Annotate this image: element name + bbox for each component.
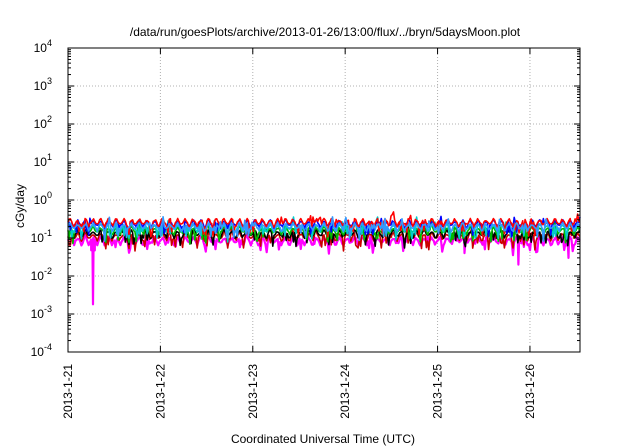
x-tick-label: 2013-1-25	[431, 364, 445, 419]
x-axis-label: Coordinated Universal Time (UTC)	[231, 432, 415, 446]
chart-title: /data/run/goesPlots/archive/2013-01-26/1…	[130, 25, 521, 39]
y-tick-label: 104	[34, 38, 52, 55]
y-tick-label: 101	[34, 152, 52, 169]
x-tick-label: 2013-1-24	[338, 364, 352, 419]
x-tick-labels: 2013-1-21 2013-1-22 2013-1-23 2013-1-24 2013…	[61, 364, 537, 419]
y-tick-label: 102	[34, 114, 52, 131]
series-line-6	[67, 211, 581, 238]
y-tick-labels: 10-4 10-3 10-2 10-1 100 101 102 103 104	[31, 38, 52, 359]
y-tick-label: 100	[34, 190, 52, 207]
series-line-2	[67, 224, 581, 249]
y-tick-label: 103	[34, 76, 52, 93]
x-tick-label: 2013-1-22	[153, 364, 167, 419]
series-layer	[66, 211, 581, 306]
ticks	[67, 47, 580, 353]
grid	[68, 48, 580, 352]
y-tick-label: 10-4	[31, 342, 52, 359]
x-tick-label: 2013-1-26	[523, 364, 537, 419]
y-axis-label: cGy/day	[13, 184, 27, 228]
series-line-7	[67, 216, 581, 242]
y-tick-label: 10-1	[31, 228, 52, 245]
x-tick-label: 2013-1-23	[246, 364, 260, 419]
y-tick-label: 10-2	[31, 266, 52, 283]
y-tick-label: 10-3	[31, 304, 52, 321]
x-tick-label: 2013-1-21	[61, 364, 75, 419]
